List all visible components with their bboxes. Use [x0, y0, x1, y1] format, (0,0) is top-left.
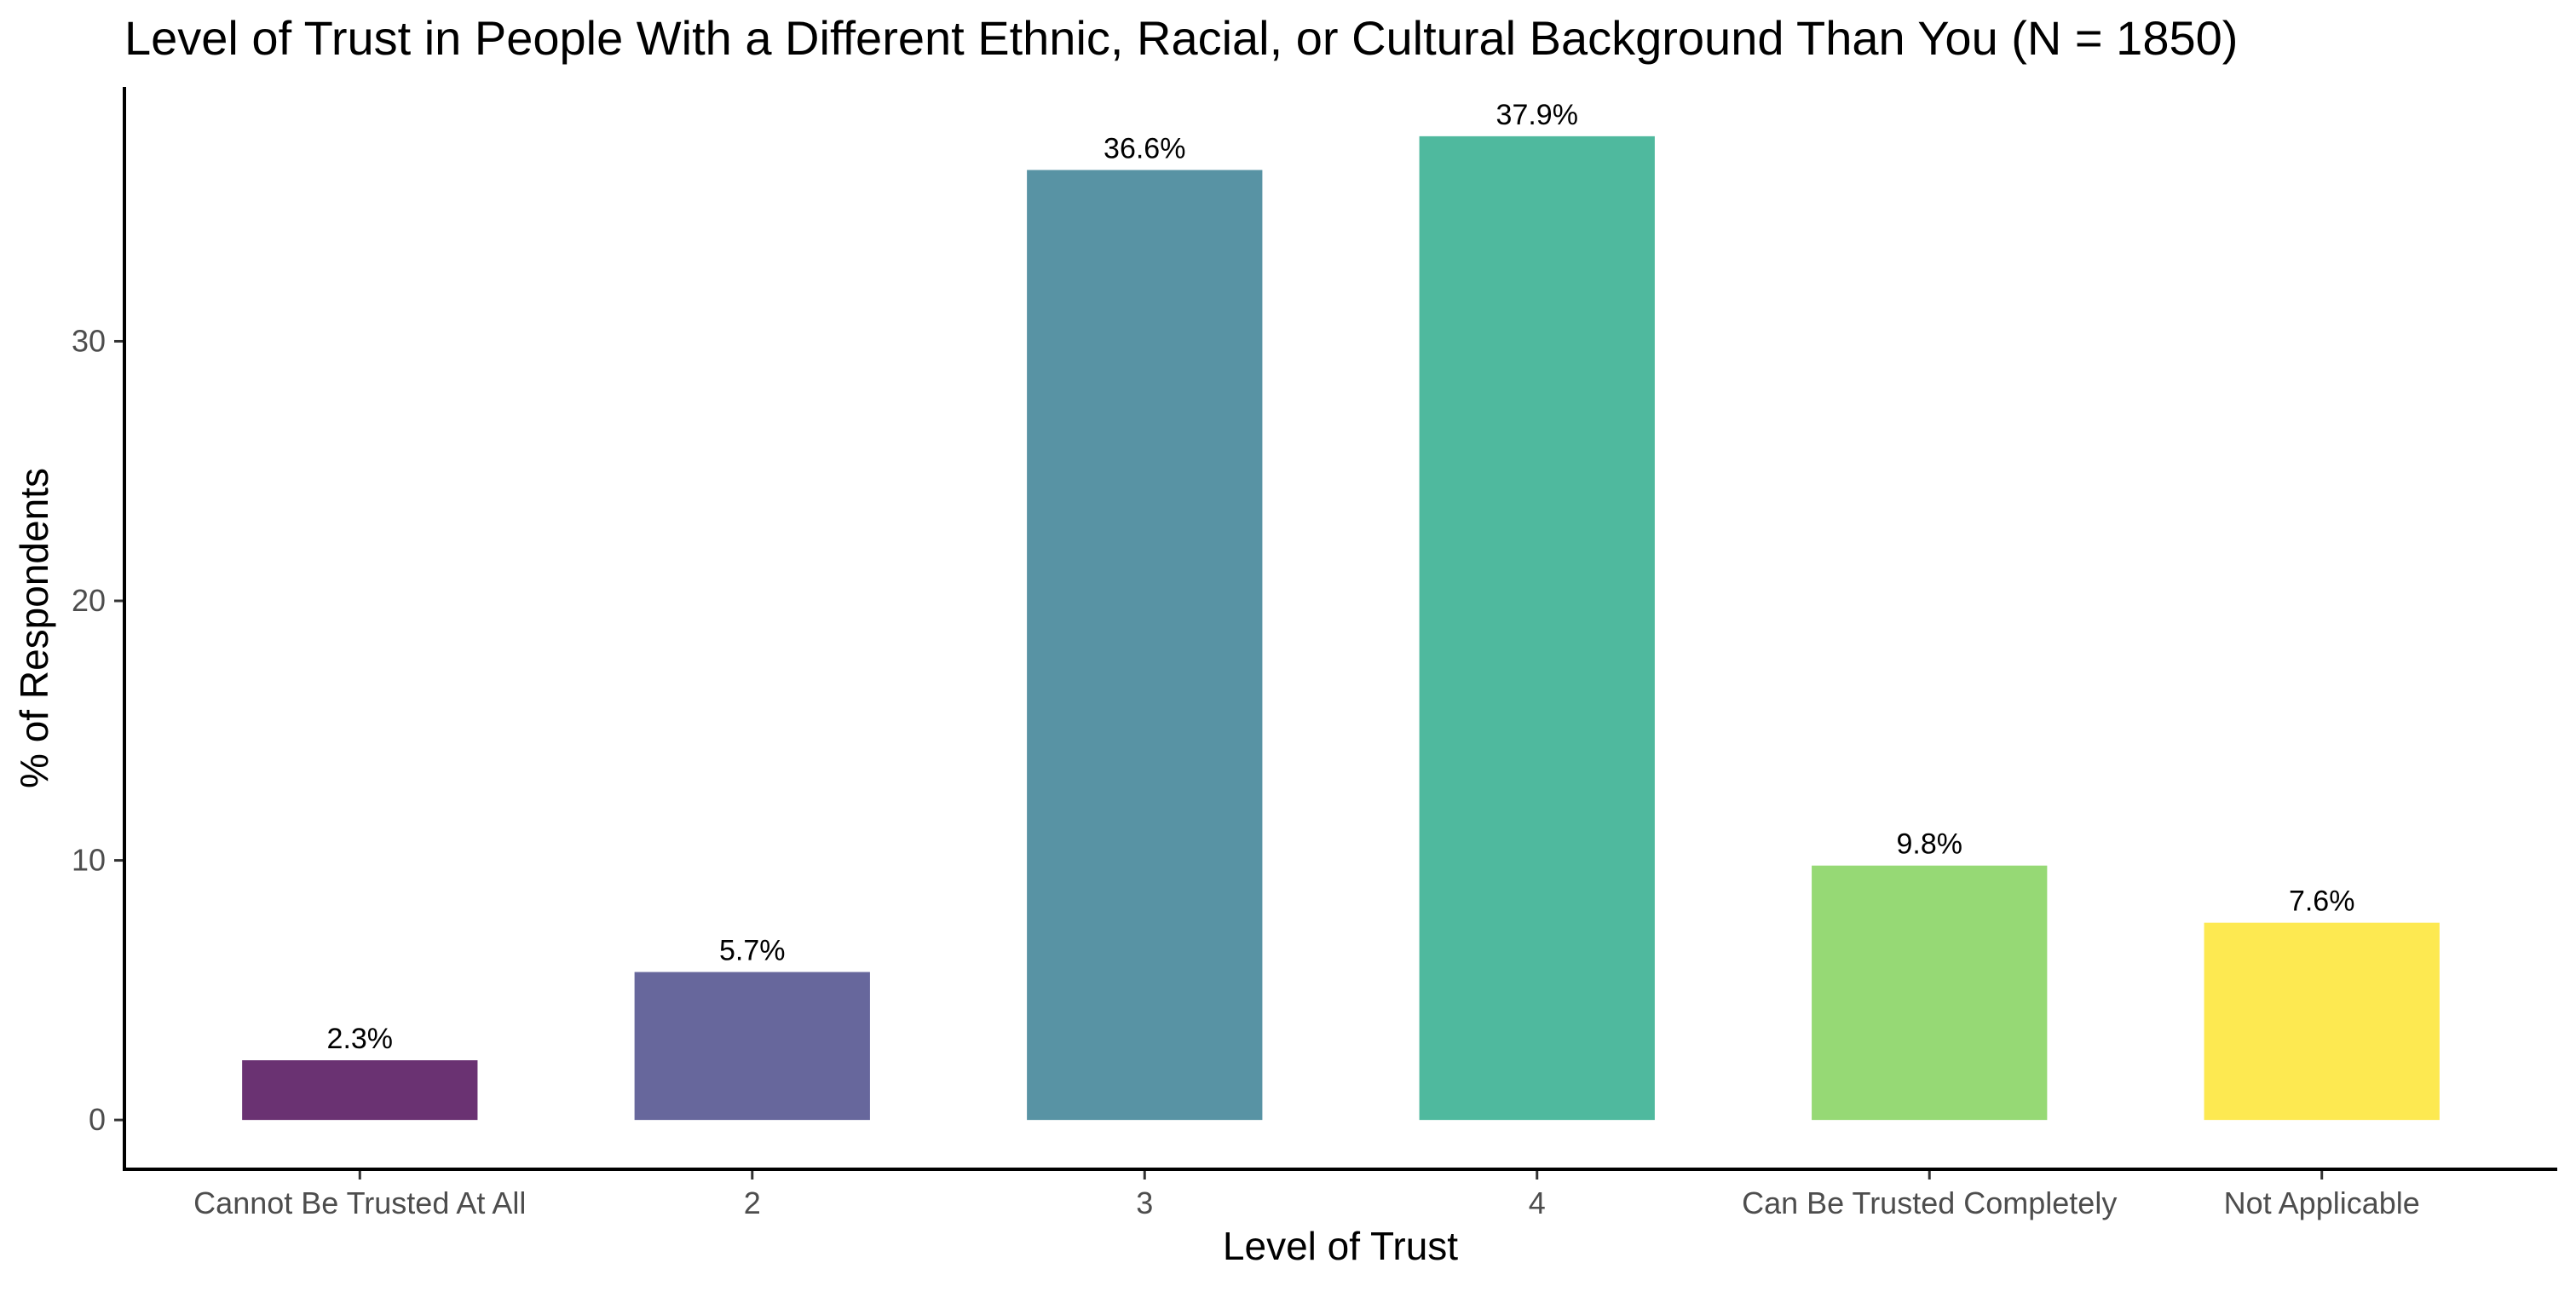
data-label: 9.8% [1896, 828, 1962, 861]
bar [1419, 136, 1655, 1121]
y-tick-label: 10 [72, 843, 106, 878]
y-axis-title: % of Respondents [12, 468, 56, 788]
x-axis-title: Level of Trust [1223, 1224, 1458, 1268]
x-tick-label: 3 [1136, 1185, 1153, 1220]
x-tick-label: Not Applicable [2224, 1185, 2420, 1220]
bar [634, 972, 870, 1121]
data-label: 36.6% [1104, 132, 1185, 164]
x-tick-label: 2 [744, 1185, 761, 1220]
data-label: 2.3% [327, 1023, 394, 1055]
x-tick-label: 4 [1529, 1185, 1546, 1220]
x-tick-label: Can Be Trusted Completely [1742, 1185, 2117, 1220]
y-tick-label: 30 [72, 323, 106, 358]
bar [1812, 865, 2048, 1121]
plot-area: 2.3% Cannot Be Trusted At All 5.7% 2 36.6% 3 3… [72, 99, 2440, 1220]
bar [242, 1060, 478, 1121]
bar [2204, 922, 2440, 1121]
data-label: 7.6% [2289, 885, 2355, 918]
data-label: 37.9% [1496, 99, 1578, 131]
data-label: 5.7% [719, 935, 786, 967]
chart-title: Level of Trust in People With a Differen… [124, 11, 2238, 65]
x-tick-label: Cannot Be Trusted At All [193, 1185, 526, 1220]
y-tick-label: 0 [89, 1102, 106, 1137]
bar [1027, 170, 1263, 1121]
y-tick-label: 20 [72, 583, 106, 618]
